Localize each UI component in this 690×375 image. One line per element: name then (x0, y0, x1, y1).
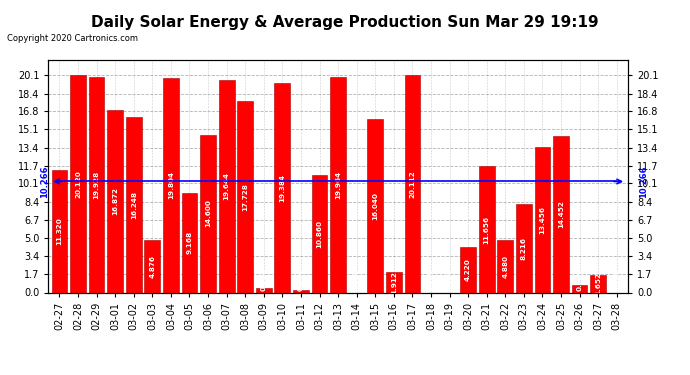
Bar (219, 80, 235, 292)
Text: 0.384: 0.384 (261, 268, 267, 291)
Text: 19.964: 19.964 (335, 171, 341, 199)
Text: 14.600: 14.600 (205, 200, 211, 228)
Text: 4.220: 4.220 (465, 258, 471, 281)
Text: 0.000: 0.000 (428, 268, 434, 291)
Bar (275, 83, 290, 292)
Text: 9.168: 9.168 (186, 231, 193, 255)
Bar (126, 117, 141, 292)
Text: 20.120: 20.120 (75, 170, 81, 198)
Bar (553, 136, 569, 292)
Text: 13.456: 13.456 (540, 206, 546, 234)
Bar (535, 147, 551, 292)
Bar (479, 166, 495, 292)
Text: 19.804: 19.804 (168, 171, 174, 200)
Text: 14.452: 14.452 (558, 200, 564, 228)
Bar (70, 75, 86, 292)
Bar (181, 194, 197, 292)
Text: 16.040: 16.040 (372, 192, 378, 220)
Text: 1.912: 1.912 (391, 271, 397, 294)
Text: 0.000: 0.000 (613, 268, 620, 291)
Text: 17.728: 17.728 (242, 183, 248, 211)
Text: 1.652: 1.652 (595, 272, 601, 295)
Text: 19.384: 19.384 (279, 174, 286, 202)
Text: 10.266: 10.266 (40, 165, 49, 198)
Text: Daily Solar Energy & Average Production Sun Mar 29 19:19: Daily Solar Energy & Average Production … (91, 15, 599, 30)
Bar (386, 272, 402, 292)
Bar (312, 175, 328, 292)
Text: 16.872: 16.872 (112, 187, 118, 215)
Text: 0.000: 0.000 (446, 268, 453, 291)
Bar (256, 288, 272, 292)
Text: Copyright 2020 Cartronics.com: Copyright 2020 Cartronics.com (7, 34, 138, 43)
Bar (237, 101, 253, 292)
Bar (367, 119, 383, 292)
Bar (516, 204, 532, 292)
Bar (404, 75, 420, 292)
Bar (144, 240, 160, 292)
Text: 19.644: 19.644 (224, 172, 230, 200)
Text: 10.266: 10.266 (640, 165, 649, 198)
Text: 0.716: 0.716 (577, 268, 582, 291)
Text: 16.248: 16.248 (130, 190, 137, 219)
Text: 0.000: 0.000 (354, 268, 359, 291)
Text: 11.320: 11.320 (57, 217, 63, 245)
Text: 19.928: 19.928 (94, 171, 99, 199)
Bar (89, 77, 104, 292)
Bar (572, 285, 587, 292)
Bar (590, 274, 606, 292)
Text: 20.112: 20.112 (409, 170, 415, 198)
Bar (460, 247, 476, 292)
Bar (293, 290, 309, 292)
Text: 4.876: 4.876 (149, 255, 155, 278)
Text: 0.248: 0.248 (298, 268, 304, 291)
Text: 4.880: 4.880 (502, 255, 509, 278)
Text: 8.216: 8.216 (521, 237, 527, 260)
Bar (107, 110, 123, 292)
Bar (497, 240, 513, 292)
Text: 11.656: 11.656 (484, 215, 490, 243)
Bar (52, 170, 68, 292)
Bar (163, 78, 179, 292)
Bar (331, 76, 346, 292)
Text: 10.860: 10.860 (317, 220, 322, 248)
Bar (200, 135, 216, 292)
